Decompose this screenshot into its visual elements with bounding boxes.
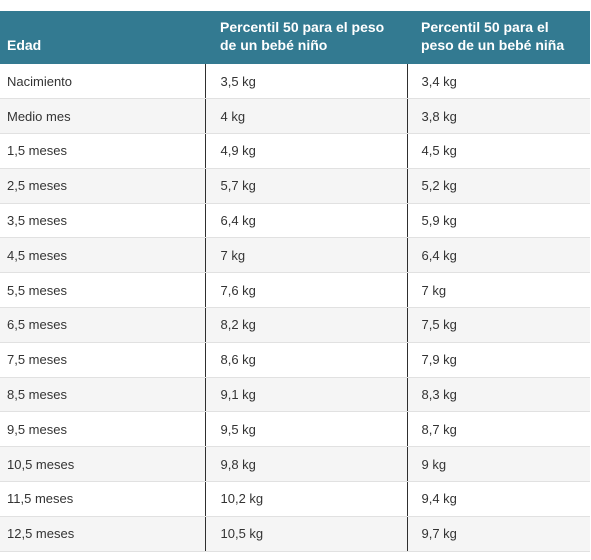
cell-boy-weight: 6,4 kg [205, 203, 408, 239]
table-header: Edad Percentil 50 para el peso de un beb… [0, 11, 590, 64]
cell-girl-weight: 7,9 kg [407, 342, 590, 378]
cell-age: 7,5 meses [0, 342, 206, 378]
cell-girl-weight: 7 kg [407, 272, 590, 309]
cell-girl-weight: 9,7 kg [407, 516, 590, 552]
header-row: Edad Percentil 50 para el peso de un beb… [0, 11, 590, 64]
cell-age: Nacimiento [0, 64, 206, 100]
cell-boy-weight: 10,2 kg [205, 481, 408, 517]
table-row: 6,5 meses 8,2 kg 7,5 kg [0, 307, 590, 343]
cell-age: 12,5 meses [0, 516, 206, 552]
weight-percentile-table-container: Edad Percentil 50 para el peso de un beb… [0, 11, 590, 552]
table-body: Nacimiento 3,5 kg 3,4 kg Medio mes 4 kg 3,8 k… [0, 64, 590, 552]
table-row: 12,5 meses 10,5 kg 9,7 kg [0, 516, 590, 552]
cell-girl-weight: 6,4 kg [407, 237, 590, 274]
cell-boy-weight: 4,9 kg [205, 133, 408, 169]
table-row: 2,5 meses 5,7 kg 5,2 kg [0, 168, 590, 204]
table-row: Medio mes 4 kg 3,8 kg [0, 98, 590, 135]
cell-age: 4,5 meses [0, 237, 206, 274]
cell-boy-weight: 7,6 kg [205, 272, 408, 309]
cell-girl-weight: 7,5 kg [407, 307, 590, 343]
header-boy-weight: Percentil 50 para el peso de un bebé niñ… [205, 11, 407, 64]
table-row: 9,5 meses 9,5 kg 8,7 kg [0, 411, 590, 448]
table-row: 8,5 meses 9,1 kg 8,3 kg [0, 377, 590, 413]
header-girl-weight: Percentil 50 para el peso de un bebé niñ… [407, 11, 590, 64]
cell-age: 6,5 meses [0, 307, 206, 343]
cell-girl-weight: 5,2 kg [407, 168, 590, 204]
table-row: 10,5 meses 9,8 kg 9 kg [0, 446, 590, 483]
weight-percentile-table: Edad Percentil 50 para el peso de un beb… [0, 11, 590, 552]
cell-boy-weight: 9,1 kg [205, 377, 408, 413]
table-row: 4,5 meses 7 kg 6,4 kg [0, 237, 590, 274]
cell-girl-weight: 3,8 kg [407, 98, 590, 135]
cell-age: 5,5 meses [0, 272, 206, 309]
table-row: 1,5 meses 4,9 kg 4,5 kg [0, 133, 590, 169]
cell-age: 2,5 meses [0, 168, 206, 204]
cell-boy-weight: 9,5 kg [205, 411, 408, 448]
cell-boy-weight: 8,6 kg [205, 342, 408, 378]
cell-girl-weight: 5,9 kg [407, 203, 590, 239]
cell-boy-weight: 7 kg [205, 237, 408, 274]
cell-girl-weight: 3,4 kg [407, 64, 590, 100]
table-row: 5,5 meses 7,6 kg 7 kg [0, 272, 590, 309]
table-row: 7,5 meses 8,6 kg 7,9 kg [0, 342, 590, 378]
cell-girl-weight: 4,5 kg [407, 133, 590, 169]
cell-age: Medio mes [0, 98, 206, 135]
header-age: Edad [0, 11, 205, 64]
cell-girl-weight: 8,7 kg [407, 411, 590, 448]
table-row: 11,5 meses 10,2 kg 9,4 kg [0, 481, 590, 517]
cell-boy-weight: 9,8 kg [205, 446, 408, 483]
table-row: 3,5 meses 6,4 kg 5,9 kg [0, 203, 590, 239]
cell-age: 9,5 meses [0, 411, 206, 448]
cell-age: 3,5 meses [0, 203, 206, 239]
cell-girl-weight: 9,4 kg [407, 481, 590, 517]
cell-age: 8,5 meses [0, 377, 206, 413]
cell-boy-weight: 8,2 kg [205, 307, 408, 343]
cell-boy-weight: 10,5 kg [205, 516, 408, 552]
cell-boy-weight: 5,7 kg [205, 168, 408, 204]
cell-boy-weight: 4 kg [205, 98, 408, 135]
cell-girl-weight: 8,3 kg [407, 377, 590, 413]
cell-boy-weight: 3,5 kg [205, 64, 408, 100]
table-row: Nacimiento 3,5 kg 3,4 kg [0, 64, 590, 100]
cell-age: 1,5 meses [0, 133, 206, 169]
cell-age: 11,5 meses [0, 481, 206, 517]
cell-girl-weight: 9 kg [407, 446, 590, 483]
cell-age: 10,5 meses [0, 446, 206, 483]
